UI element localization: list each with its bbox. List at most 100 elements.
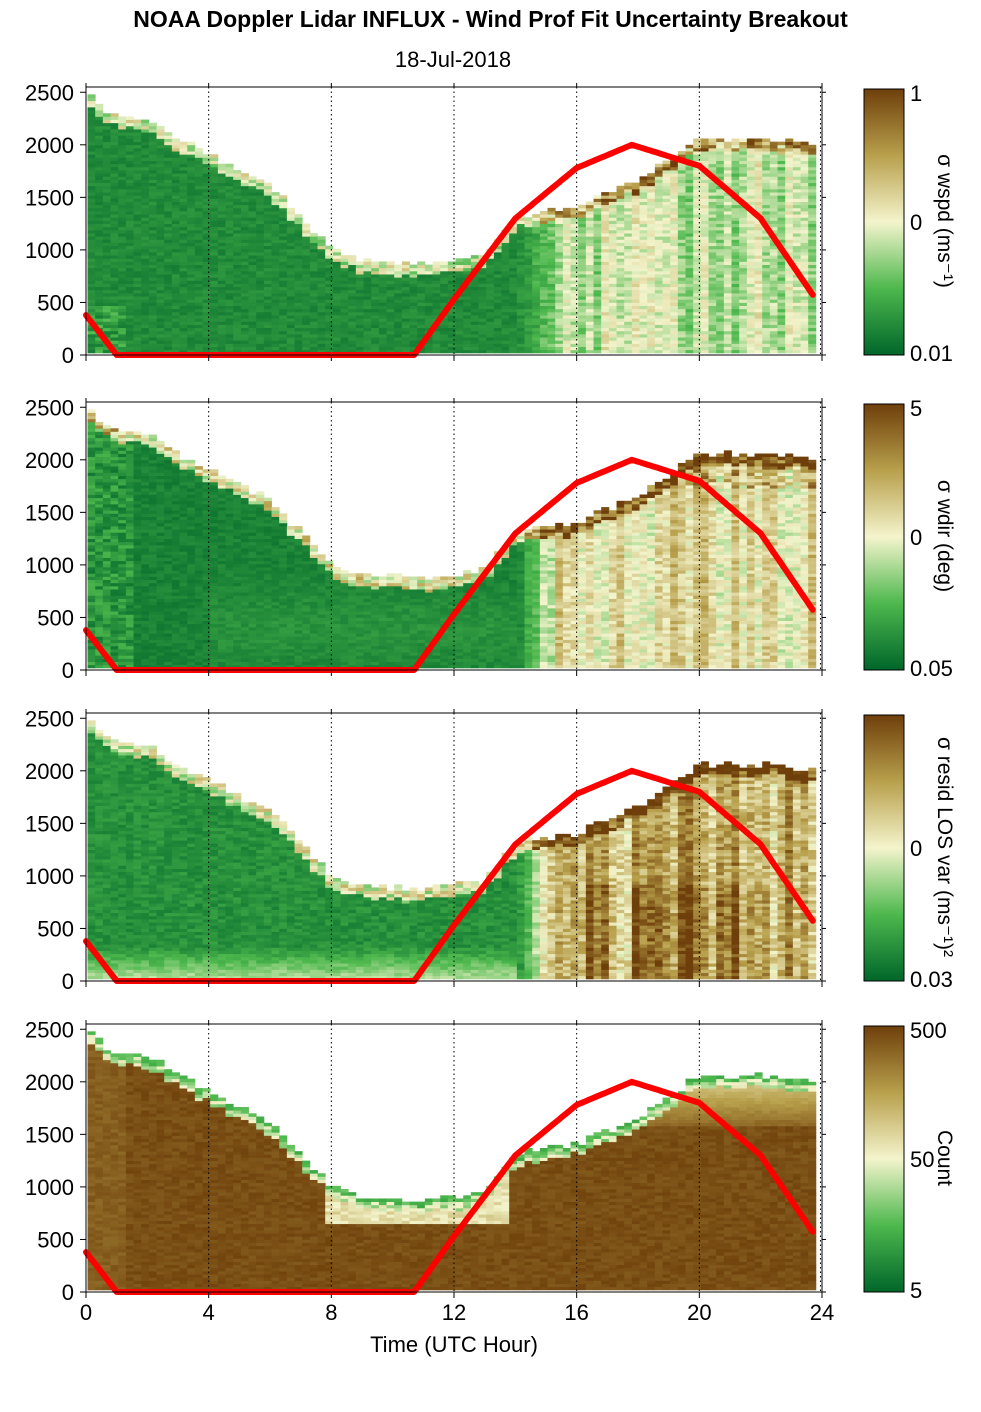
heatmap-cell (355, 267, 364, 272)
heatmap-cell (616, 195, 625, 199)
heatmap-cell (164, 340, 173, 344)
heatmap-cell (325, 274, 334, 278)
heatmap-cell (248, 226, 257, 231)
heatmap-cell (279, 236, 288, 240)
heatmap-cell (693, 204, 702, 209)
heatmap-cell (570, 270, 579, 275)
heatmap-cell (118, 277, 127, 281)
heatmap-cell (493, 315, 502, 319)
heatmap-cell (110, 217, 119, 221)
heatmap-cell (95, 116, 104, 120)
heatmap-cell (133, 129, 142, 133)
heatmap-cell (363, 283, 372, 288)
heatmap-cell (616, 318, 625, 322)
heatmap-cell (240, 299, 249, 303)
heatmap-cell (148, 160, 157, 165)
heatmap-cell (532, 330, 541, 335)
heatmap-cell (593, 283, 602, 288)
heatmap-cell (294, 333, 303, 338)
heatmap-cell (332, 324, 341, 329)
heatmap-cell (739, 233, 748, 237)
heatmap-cell (179, 229, 188, 234)
heatmap-cell (171, 192, 180, 196)
heatmap-cell (118, 292, 127, 297)
heatmap-cell (524, 296, 533, 300)
heatmap-cell (662, 245, 671, 250)
heatmap-cell (716, 248, 725, 253)
heatmap-cell (662, 274, 671, 278)
heatmap-cell (746, 245, 755, 250)
heatmap-cell (133, 138, 142, 143)
heatmap-cell (125, 242, 134, 247)
heatmap-cell (110, 207, 119, 212)
heatmap-cell (785, 340, 794, 344)
heatmap-cell (118, 261, 127, 266)
heatmap-cell (708, 233, 717, 237)
heatmap-cell (808, 154, 817, 158)
heatmap-cell (164, 349, 173, 354)
heatmap-cell (164, 343, 173, 347)
heatmap-cell (639, 349, 648, 354)
heatmap-cell (800, 176, 809, 180)
heatmap-cell (118, 138, 127, 143)
heatmap-cell (539, 264, 548, 269)
heatmap-cell (539, 296, 548, 300)
heatmap-cell (578, 252, 587, 256)
heatmap-cell (616, 340, 625, 344)
heatmap-cell (578, 283, 587, 288)
heatmap-cell (800, 151, 809, 155)
heatmap-cell (555, 261, 564, 266)
heatmap-cell (378, 349, 387, 354)
heatmap-cell (187, 315, 196, 319)
heatmap-cell (578, 255, 587, 259)
heatmap-cell (210, 277, 219, 281)
heatmap-cell (118, 324, 127, 329)
heatmap-cell (739, 248, 748, 253)
heatmap-cell (164, 286, 173, 291)
heatmap-cell (769, 296, 778, 300)
heatmap-cell (156, 302, 165, 306)
heatmap-cell (156, 217, 165, 221)
heatmap-cell (493, 308, 502, 313)
heatmap-cell (785, 233, 794, 237)
heatmap-cell (386, 296, 395, 300)
heatmap-cell (769, 185, 778, 190)
heatmap-cell (233, 349, 242, 354)
heatmap-cell (394, 299, 403, 303)
heatmap-cell (792, 204, 801, 209)
heatmap-cell (616, 185, 625, 190)
heatmap-cell (409, 299, 418, 303)
heatmap-cell (210, 179, 219, 184)
heatmap-cell (409, 305, 418, 310)
heatmap-cell (463, 343, 472, 347)
heatmap-cell (179, 305, 188, 310)
heatmap-cell (785, 239, 794, 243)
heatmap-cell (746, 255, 755, 259)
heatmap-cell (87, 242, 96, 247)
heatmap-cell (294, 324, 303, 329)
heatmap-cell (148, 182, 157, 187)
heatmap-cell (378, 311, 387, 316)
heatmap-cell (378, 274, 387, 278)
heatmap-cell (532, 226, 541, 231)
heatmap-cell (256, 308, 265, 313)
heatmap-cell (233, 229, 242, 234)
heatmap-cell (708, 346, 717, 351)
heatmap-cell (279, 239, 288, 243)
heatmap-cell (616, 261, 625, 266)
heatmap-cell (716, 296, 725, 300)
heatmap-cell (440, 289, 449, 294)
heatmap-cell (463, 340, 472, 344)
heatmap-cell (723, 198, 732, 202)
heatmap-cell (647, 185, 656, 190)
heatmap-cell (225, 182, 234, 187)
heatmap-cell (263, 226, 272, 231)
heatmap-cell (555, 223, 564, 228)
heatmap-cell (501, 327, 510, 332)
heatmap-cell (501, 245, 510, 250)
heatmap-cell (754, 311, 763, 316)
heatmap-cell (447, 324, 456, 329)
heatmap-cell (601, 201, 610, 206)
heatmap-cell (731, 226, 740, 231)
heatmap-cell (739, 296, 748, 300)
